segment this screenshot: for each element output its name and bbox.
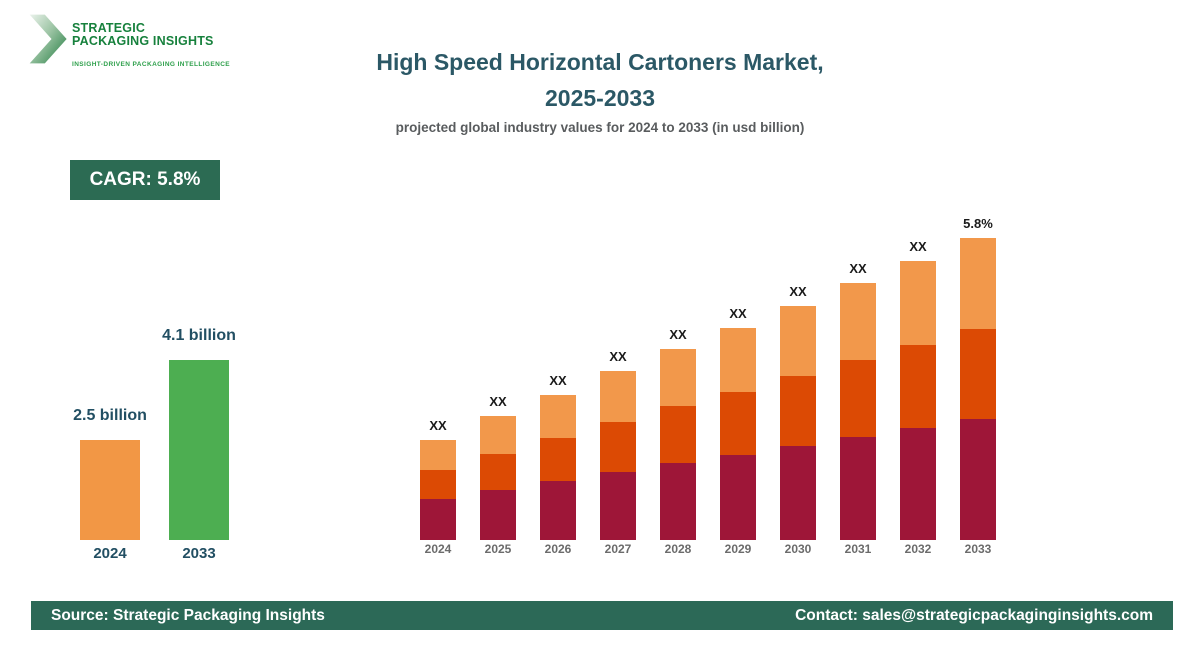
bar-stack-2030 xyxy=(780,306,816,540)
middle-segment-2031 xyxy=(840,360,876,437)
bar-value-label-2027: XX xyxy=(609,349,627,364)
bar-value-label-2033: 5.8% xyxy=(963,216,993,231)
cagr-badge: CAGR: 5.8% xyxy=(70,160,220,200)
page-title-line2: 2025-2033 xyxy=(545,85,655,111)
bar-value-label-2032: XX xyxy=(909,239,927,254)
bar-stack-2032 xyxy=(900,261,936,540)
bottom-segment-2025 xyxy=(480,490,516,540)
bar-stack-2026 xyxy=(540,395,576,540)
top-segment-2029 xyxy=(720,328,756,392)
year-label-2033: 2033 xyxy=(964,542,992,556)
top-segment-2026 xyxy=(540,395,576,438)
summary-year-label-2024: 2024 xyxy=(93,545,127,562)
footer-source: Source: Strategic Packaging Insights xyxy=(51,606,325,624)
footer-contact: Contact: sales@strategicpackaginginsight… xyxy=(795,606,1153,624)
middle-segment-2032 xyxy=(900,345,936,428)
top-segment-2030 xyxy=(780,306,816,376)
middle-segment-2030 xyxy=(780,376,816,446)
year-label-2029: 2029 xyxy=(724,542,752,556)
middle-segment-2025 xyxy=(480,454,516,490)
top-segment-2032 xyxy=(900,261,936,345)
summary-bar-2033 xyxy=(169,360,229,540)
bar-value-label-2026: XX xyxy=(549,373,567,388)
chevron-arrow-icon xyxy=(29,14,67,64)
bottom-segment-2032 xyxy=(900,428,936,540)
stacked-bar-group-2026: XX 2026 xyxy=(540,200,576,556)
brand-logo: STRATEGIC PACKAGING INSIGHTS INSIGHT-DRI… xyxy=(28,10,258,72)
bar-stack-2025 xyxy=(480,416,516,540)
bar-stack-2024 xyxy=(420,440,456,540)
bottom-segment-2033 xyxy=(960,419,996,540)
page-subtitle: projected global industry values for 202… xyxy=(395,120,805,135)
middle-segment-2027 xyxy=(600,422,636,472)
top-segment-2028 xyxy=(660,349,696,406)
year-label-2028: 2028 xyxy=(664,542,692,556)
stacked-bar-group-2033: 5.8% 2033 xyxy=(960,200,996,556)
bottom-segment-2024 xyxy=(420,499,456,540)
middle-segment-2028 xyxy=(660,406,696,463)
bar-value-label-2028: XX xyxy=(669,327,687,342)
summary-chart: 2.5 billion 2024 4.1 billion 2033 xyxy=(0,0,300,600)
middle-segment-2029 xyxy=(720,392,756,455)
stacked-bar-group-2029: XX 2029 xyxy=(720,200,756,556)
footer-bar: Source: Strategic Packaging Insights Con… xyxy=(31,601,1173,630)
title-block: High Speed Horizontal Cartoners Market, … xyxy=(250,44,950,135)
top-segment-2025 xyxy=(480,416,516,454)
bottom-segment-2031 xyxy=(840,437,876,540)
bar-stack-2031 xyxy=(840,283,876,540)
summary-year-label-2033: 2033 xyxy=(182,545,216,562)
bar-stack-2033 xyxy=(960,238,996,540)
main-chart: XX 2024 XX 2025 XX 2026 XX 2027 XX 2028 XX 2029 XX 20… xyxy=(410,200,1030,556)
stacked-bar-group-2031: XX 2031 xyxy=(840,200,876,556)
summary-bar-2024 xyxy=(80,440,140,540)
page-title-line1: High Speed Horizontal Cartoners Market, xyxy=(376,49,824,75)
bar-stack-2029 xyxy=(720,328,756,540)
bottom-segment-2029 xyxy=(720,455,756,540)
year-label-2030: 2030 xyxy=(784,542,812,556)
stacked-bar-group-2024: XX 2024 xyxy=(420,200,456,556)
top-segment-2033 xyxy=(960,238,996,329)
bar-value-label-2024: XX xyxy=(429,418,447,433)
summary-value-label-2024: 2.5 billion xyxy=(73,407,147,424)
summary-value-label-2033: 4.1 billion xyxy=(162,327,236,344)
brand-name: STRATEGIC PACKAGING INSIGHTS xyxy=(72,22,214,48)
bottom-segment-2026 xyxy=(540,481,576,540)
bar-value-label-2030: XX xyxy=(789,284,807,299)
middle-segment-2024 xyxy=(420,470,456,499)
bottom-segment-2030 xyxy=(780,446,816,540)
year-label-2031: 2031 xyxy=(844,542,872,556)
brand-name-line1: STRATEGIC xyxy=(72,21,146,35)
top-segment-2031 xyxy=(840,283,876,360)
bottom-segment-2027 xyxy=(600,472,636,540)
stacked-bar-group-2028: XX 2028 xyxy=(660,200,696,556)
bar-stack-2027 xyxy=(600,371,636,540)
year-label-2027: 2027 xyxy=(604,542,632,556)
top-segment-2027 xyxy=(600,371,636,422)
stacked-bar-group-2025: XX 2025 xyxy=(480,200,516,556)
bar-value-label-2031: XX xyxy=(849,261,867,276)
stacked-bar-group-2027: XX 2027 xyxy=(600,200,636,556)
middle-segment-2033 xyxy=(960,329,996,419)
year-label-2025: 2025 xyxy=(484,542,512,556)
middle-segment-2026 xyxy=(540,438,576,481)
brand-name-line2: PACKAGING INSIGHTS xyxy=(72,34,214,48)
bar-value-label-2025: XX xyxy=(489,394,507,409)
bar-value-label-2029: XX xyxy=(729,306,747,321)
year-label-2032: 2032 xyxy=(904,542,932,556)
brand-tagline: INSIGHT-DRIVEN PACKAGING INTELLIGENCE xyxy=(72,61,231,68)
stacked-bar-group-2030: XX 2030 xyxy=(780,200,816,556)
stacked-bar-group-2032: XX 2032 xyxy=(900,200,936,556)
year-label-2026: 2026 xyxy=(544,542,572,556)
bottom-segment-2028 xyxy=(660,463,696,540)
year-label-2024: 2024 xyxy=(424,542,452,556)
top-segment-2024 xyxy=(420,440,456,470)
bar-stack-2028 xyxy=(660,349,696,540)
